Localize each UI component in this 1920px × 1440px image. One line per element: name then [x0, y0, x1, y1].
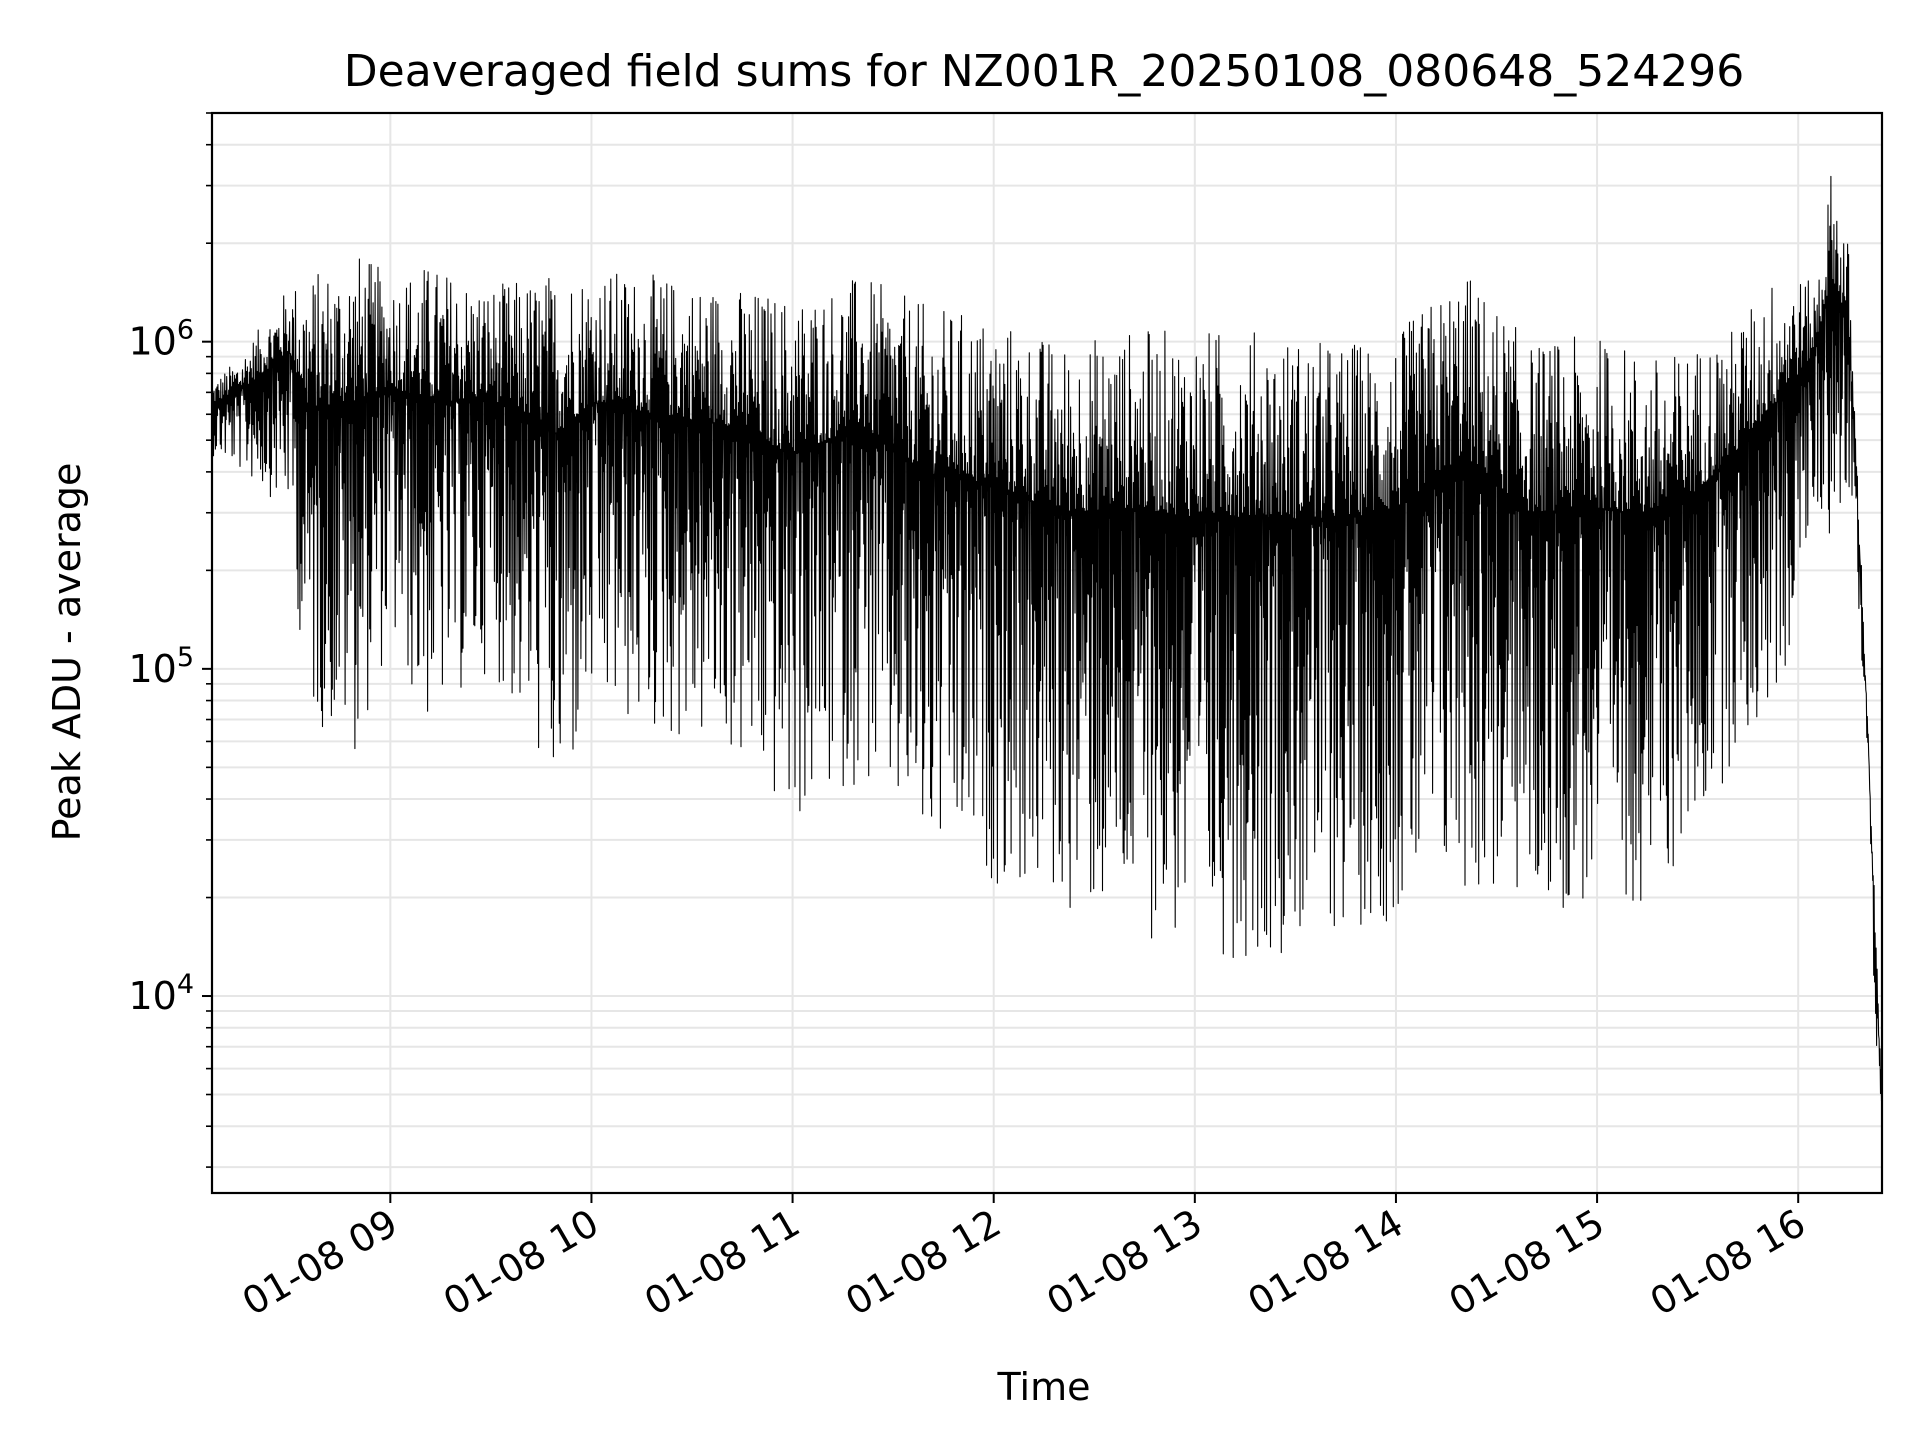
y-tick-label: 106: [128, 315, 194, 364]
y-tick-label: 105: [128, 642, 194, 691]
series-line: [211, 175, 1883, 1106]
chart-title: Deaveraged field sums for NZ001R_2025010…: [344, 46, 1744, 97]
y-axis-label: Peak ADU - average: [45, 463, 89, 842]
y-tick-label: 104: [128, 969, 194, 1018]
grid-lines: [212, 112, 1882, 1193]
plot-area-frame: [210, 111, 1884, 1195]
series-layer: [211, 175, 1883, 1106]
x-axis-label: Time: [997, 1365, 1091, 1409]
